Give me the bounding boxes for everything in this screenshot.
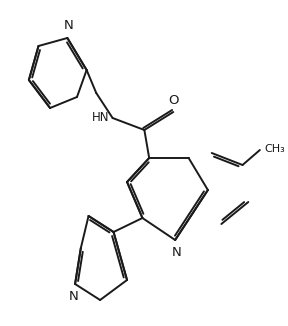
Text: O: O xyxy=(168,94,179,107)
Text: HN: HN xyxy=(92,111,110,124)
Text: N: N xyxy=(172,246,181,259)
Text: CH₃: CH₃ xyxy=(265,143,286,154)
Text: N: N xyxy=(69,290,79,304)
Text: N: N xyxy=(64,19,74,32)
